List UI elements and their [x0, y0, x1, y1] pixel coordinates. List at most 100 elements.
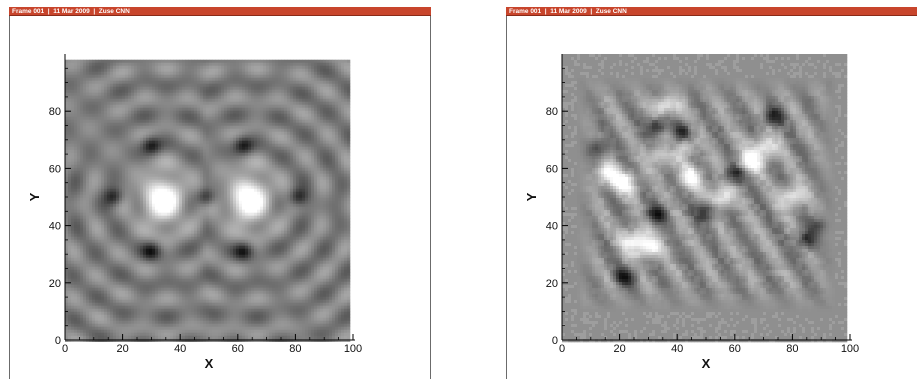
field-cell [134, 185, 138, 189]
field-cell [140, 128, 144, 132]
field-cell [65, 332, 69, 336]
field-cell [113, 284, 117, 288]
field-cell [95, 107, 99, 111]
field-cell [170, 305, 174, 309]
field-cell [143, 275, 147, 279]
field-cell [143, 155, 147, 159]
field-cell [146, 122, 150, 126]
field-cell [80, 203, 84, 207]
field-cell [215, 140, 219, 144]
field-cell [77, 107, 81, 111]
field-cell [74, 98, 78, 102]
field-cell [65, 251, 69, 255]
field-cell [122, 137, 126, 141]
field-cell [215, 299, 219, 303]
field-cell [122, 257, 126, 261]
field-cell [116, 158, 120, 162]
field-cell [98, 308, 102, 312]
field-cell [170, 131, 174, 135]
field-cell [113, 233, 117, 237]
field-cell [203, 239, 207, 243]
field-cell [125, 95, 129, 99]
field-cell [206, 152, 210, 156]
field-cell [95, 296, 99, 300]
field-cell [203, 71, 207, 75]
field-cell [110, 218, 114, 222]
field-cell [113, 65, 117, 69]
field-cell [215, 326, 219, 330]
field-cell [212, 311, 216, 315]
field-cell [101, 59, 105, 63]
field-cell [65, 161, 69, 165]
field-cell [203, 152, 207, 156]
field-cell [185, 296, 189, 300]
field-cell [200, 182, 204, 186]
field-cell [191, 71, 195, 75]
field-cell [98, 272, 102, 276]
field-cell [158, 203, 162, 207]
field-cell [221, 140, 225, 144]
field-cell [188, 71, 192, 75]
field-cell [98, 233, 102, 237]
field-cell [188, 230, 192, 234]
field-cell [194, 164, 198, 168]
field-cell [125, 167, 129, 171]
field-cell [143, 125, 147, 129]
field-cell [173, 188, 177, 192]
field-cell [104, 74, 108, 78]
field-cell [218, 212, 222, 216]
field-cell [140, 260, 144, 264]
field-cell [206, 263, 210, 267]
field-cell [131, 332, 135, 336]
field-cell [74, 68, 78, 72]
field-cell [215, 290, 219, 294]
field-cell [98, 242, 102, 246]
field-cell [128, 92, 132, 96]
field-cell [86, 158, 90, 162]
field-cell [116, 335, 120, 339]
field-cell [104, 59, 108, 63]
field-cell [167, 74, 171, 78]
field-cell [209, 107, 213, 111]
field-cell [128, 332, 132, 336]
field-cell [122, 221, 126, 225]
field-cell [92, 200, 96, 204]
field-cell [149, 224, 153, 228]
field-cell [152, 128, 156, 132]
field-cell [158, 146, 162, 150]
field-cell [101, 116, 105, 120]
field-cell [92, 158, 96, 162]
field-cell [221, 272, 225, 276]
field-cell [140, 332, 144, 336]
field-cell [209, 149, 213, 153]
field-cell [215, 71, 219, 75]
field-cell [182, 242, 186, 246]
field-cell [161, 320, 165, 324]
field-cell [89, 224, 93, 228]
field-cell [65, 134, 69, 138]
field-cell [161, 281, 165, 285]
field-cell [137, 92, 141, 96]
field-cell [68, 332, 72, 336]
field-cell [218, 194, 222, 198]
field-cell [68, 197, 72, 201]
field-cell [92, 239, 96, 243]
field-cell [128, 248, 132, 252]
field-cell [68, 272, 72, 276]
field-cell [164, 197, 168, 201]
field-cell [125, 329, 129, 333]
field-cell [134, 98, 138, 102]
field-cell [200, 227, 204, 231]
field-cell [104, 233, 108, 237]
field-cell [131, 293, 135, 297]
field-cell [122, 119, 126, 123]
field-cell [74, 323, 78, 327]
field-cell [119, 326, 123, 330]
field-cell [152, 194, 156, 198]
field-cell [143, 209, 147, 213]
field-cell [149, 92, 153, 96]
field-cell [80, 167, 84, 171]
field-cell [194, 284, 198, 288]
field-cell [74, 161, 78, 165]
field-cell [155, 278, 159, 282]
